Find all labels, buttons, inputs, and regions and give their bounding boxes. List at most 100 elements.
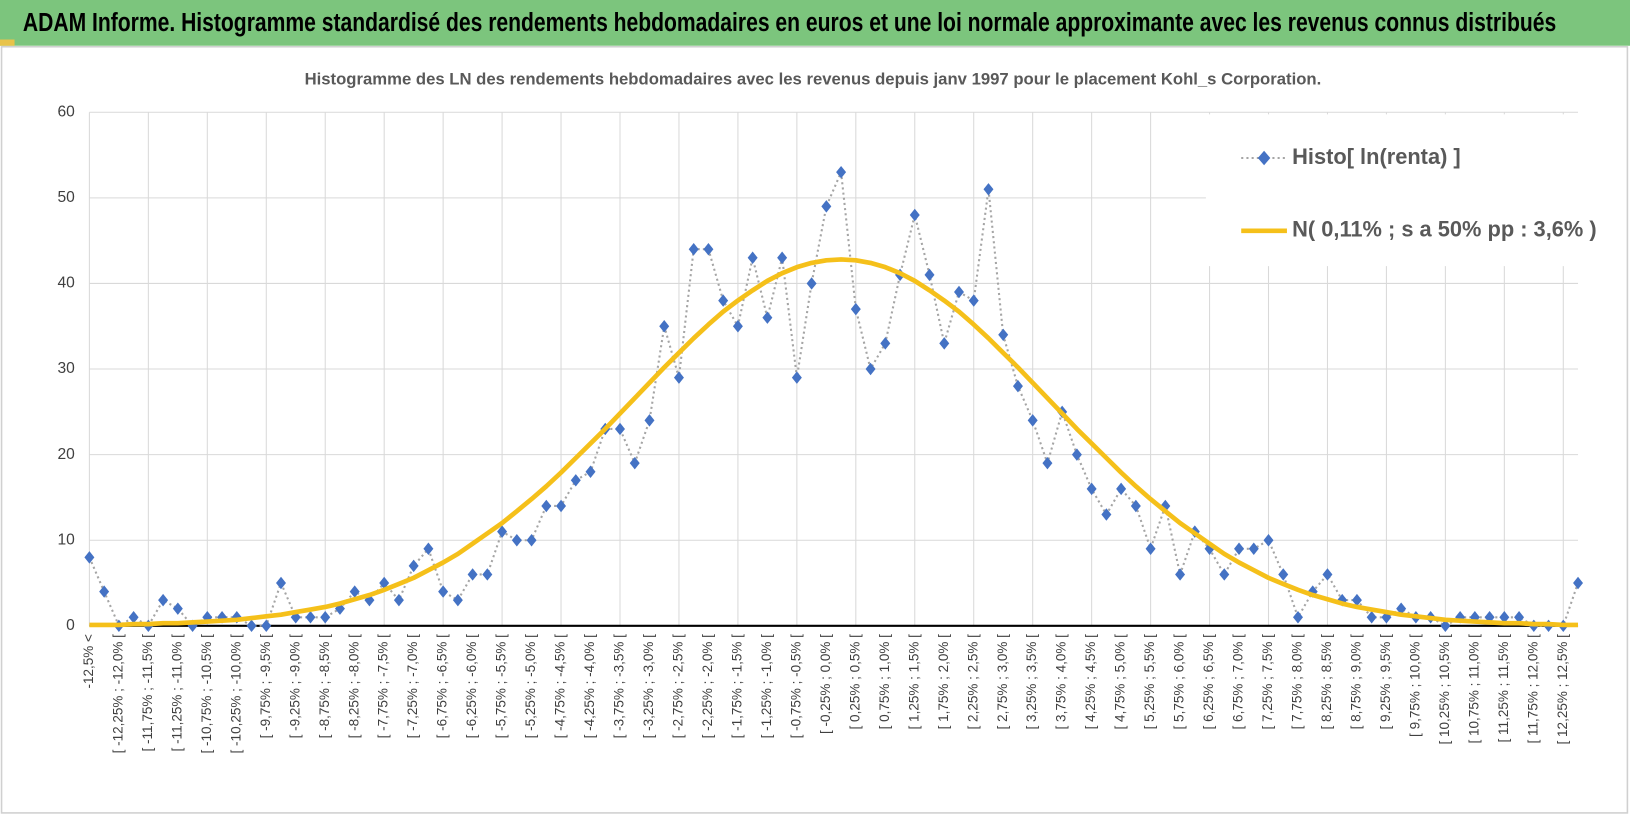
y-tick-label: 20 bbox=[58, 446, 76, 463]
data-point bbox=[924, 268, 935, 282]
x-tick-label: [ 9,25% ; 9,5% [ bbox=[1378, 634, 1393, 730]
x-tick-label: [ 5,25% ; 5,5% [ bbox=[1142, 634, 1157, 730]
y-tick-label: 40 bbox=[58, 275, 76, 292]
data-point bbox=[1351, 593, 1362, 607]
data-point bbox=[777, 251, 788, 265]
x-tick-label: [ -5,25% ; -5,0% [ bbox=[523, 634, 538, 739]
data-point bbox=[880, 337, 891, 350]
data-point bbox=[1573, 576, 1584, 590]
legend-box bbox=[1205, 114, 1579, 267]
x-tick-label: [ -10,75% ; -10,5% [ bbox=[199, 634, 214, 754]
x-tick-label: [ 1,75% ; 2,0% [ bbox=[936, 634, 951, 730]
x-tick-label: [ 12,25% ; 12,5% [ bbox=[1555, 634, 1570, 745]
x-tick-label: [ 8,75% ; 9,0% [ bbox=[1349, 634, 1364, 730]
x-tick-label: [ 6,25% ; 6,5% [ bbox=[1201, 634, 1216, 730]
data-point bbox=[629, 456, 640, 470]
y-tick-label: 10 bbox=[58, 531, 76, 548]
data-point bbox=[1278, 568, 1289, 581]
x-tick-label: [ 2,25% ; 2,5% [ bbox=[965, 634, 980, 730]
data-point bbox=[1514, 611, 1525, 624]
data-point bbox=[762, 311, 773, 324]
x-tick-label: [ 9,75% ; 10,0% [ bbox=[1407, 634, 1422, 737]
data-point bbox=[320, 611, 331, 624]
x-tick-label: [ 1,25% ; 1,5% [ bbox=[906, 634, 921, 730]
data-point bbox=[482, 568, 493, 581]
data-point bbox=[939, 337, 950, 350]
data-point bbox=[968, 294, 979, 307]
data-point bbox=[1086, 482, 1097, 496]
data-point bbox=[172, 602, 183, 615]
data-point bbox=[688, 242, 699, 256]
data-point bbox=[1499, 611, 1510, 624]
x-tick-label: [ 11,25% ; 11,5% [ bbox=[1496, 634, 1511, 743]
y-tick-label: 0 bbox=[66, 617, 75, 634]
x-tick-label: [ 0,25% ; 0,5% [ bbox=[847, 634, 862, 730]
x-tick-label: [ 5,75% ; 6,0% [ bbox=[1172, 634, 1187, 730]
page-title: ADAM Informe. Histogramme standardisé de… bbox=[23, 7, 1556, 37]
data-point bbox=[1248, 542, 1259, 556]
legend: Histo[ ln(renta) ] N( 0,11% ; s a 50% pp … bbox=[1205, 114, 1597, 267]
data-point bbox=[1101, 508, 1112, 521]
x-tick-label: [ -4,25% ; -4,0% [ bbox=[582, 634, 597, 739]
x-tick-label: [ 10,25% ; 10,5% [ bbox=[1437, 634, 1452, 745]
x-tick-label: [ -9,25% ; -9,0% [ bbox=[287, 634, 302, 739]
x-tick-label: [ -1,75% ; -1,5% [ bbox=[729, 634, 744, 739]
x-tick-label: [ -6,75% ; -6,5% [ bbox=[435, 634, 450, 739]
data-point bbox=[276, 576, 286, 590]
data-point bbox=[1234, 542, 1245, 556]
header-corner bbox=[0, 39, 15, 46]
x-tick-label: [ -10,25% ; -10,0% [ bbox=[228, 634, 243, 754]
data-point bbox=[423, 542, 434, 556]
x-tick-label: [ 7,75% ; 8,0% [ bbox=[1290, 634, 1305, 730]
data-point bbox=[452, 593, 463, 607]
x-tick-label: [ 11,75% ; 12,0% [ bbox=[1525, 634, 1540, 744]
x-tick-label: [ -8,75% ; -8,5% [ bbox=[317, 634, 332, 739]
data-point bbox=[1440, 619, 1451, 633]
x-tick-label: [ 2,75% ; 3,0% [ bbox=[995, 634, 1010, 730]
data-point bbox=[305, 611, 316, 624]
legend-label: N( 0,11% ; s a 50% pp : 3,6% ) bbox=[1292, 217, 1597, 242]
data-point bbox=[158, 593, 169, 607]
x-tick-label: [ -5,75% ; -5,5% [ bbox=[494, 634, 509, 739]
x-tick-label: [ 3,75% ; 4,0% [ bbox=[1054, 634, 1069, 730]
x-tick-label: [ -3,25% ; -3,0% [ bbox=[641, 634, 656, 739]
legend-label: Histo[ ln(renta) ] bbox=[1292, 144, 1461, 169]
data-point bbox=[954, 285, 964, 299]
x-tick-label: [ -6,25% ; -6,0% [ bbox=[464, 634, 479, 739]
data-point bbox=[290, 611, 301, 624]
header-bar bbox=[0, 0, 1630, 46]
data-point bbox=[570, 474, 581, 487]
data-point bbox=[791, 371, 802, 384]
x-tick-label: [ -1,25% ; -1,0% [ bbox=[759, 634, 774, 739]
x-tick-label: [ 4,75% ; 5,0% [ bbox=[1113, 634, 1128, 730]
x-tick-label: -12,5% < bbox=[81, 634, 96, 689]
data-point bbox=[497, 525, 508, 538]
x-tick-label: [ 3,25% ; 3,5% [ bbox=[1024, 634, 1039, 730]
x-tick-label: [ -11,75% ; -11,5% [ bbox=[140, 634, 155, 752]
x-tick-label: [ -0,75% ; -0,5% [ bbox=[788, 634, 803, 739]
x-tick-label: [ 10,75% ; 11,0% [ bbox=[1466, 634, 1481, 744]
data-point bbox=[1130, 499, 1141, 513]
data-point bbox=[1027, 414, 1038, 427]
data-point bbox=[128, 611, 139, 624]
x-tick-label: [ 0,75% ; 1,0% [ bbox=[877, 634, 892, 730]
x-tick-label: [ -7,75% ; -7,5% [ bbox=[376, 634, 391, 739]
data-point bbox=[850, 302, 861, 316]
data-point bbox=[1042, 456, 1053, 470]
series-line bbox=[89, 257, 1579, 628]
grid: 0 10 20 30 40 50 60 -12,5% < [ -12,25% ; -12,0% … bbox=[58, 103, 1579, 753]
data-point bbox=[1071, 448, 1082, 461]
data-point bbox=[806, 277, 817, 290]
chart-border bbox=[0, 45, 1629, 814]
y-tick-label: 50 bbox=[58, 189, 76, 206]
x-tick-label: [ -3,75% ; -3,5% [ bbox=[612, 634, 627, 739]
x-tick-label: [ 8,25% ; 8,5% [ bbox=[1319, 634, 1334, 730]
data-point bbox=[511, 533, 522, 547]
data-point bbox=[703, 242, 714, 256]
x-tick-label: [ -8,25% ; -8,0% [ bbox=[346, 634, 361, 739]
data-point bbox=[673, 371, 684, 384]
x-tick-label: [ -12,25% ; -12,0% [ bbox=[110, 634, 125, 754]
x-tick-label: [ -2,75% ; -2,5% [ bbox=[671, 634, 686, 739]
x-tick-label: [ -9,75% ; -9,5% [ bbox=[258, 634, 273, 739]
